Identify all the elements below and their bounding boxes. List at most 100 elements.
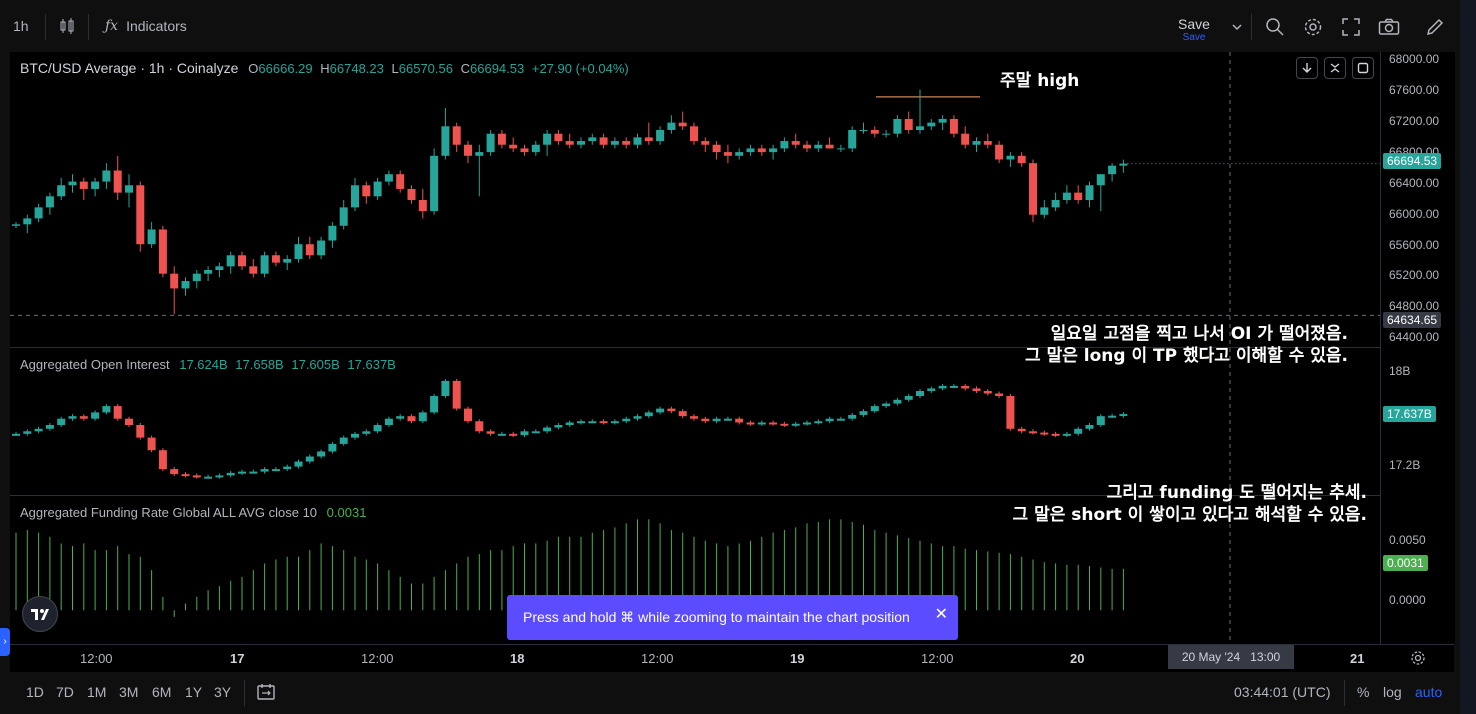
time-tick: 20 (1070, 651, 1085, 666)
candle-body (158, 229, 167, 274)
oi-candle (814, 421, 823, 424)
collapse-pane-button[interactable] (1324, 57, 1346, 79)
quick-search-button[interactable] (1265, 17, 1285, 37)
candle-body (543, 133, 552, 145)
toolbar-divider (88, 14, 89, 40)
indicators-button[interactable]: ƒx Indicators (105, 0, 187, 52)
gear-icon (1304, 18, 1322, 36)
oi-candle (949, 385, 958, 388)
oi-candle (904, 396, 913, 400)
range-button-7d[interactable]: 7D (56, 684, 74, 700)
range-button-3m[interactable]: 3M (119, 684, 139, 700)
oi-candle (543, 427, 552, 432)
axis-settings-button[interactable] (1410, 650, 1426, 669)
candle-body (735, 152, 744, 156)
candle-body (192, 273, 201, 282)
chart-plot[interactable] (10, 52, 1380, 644)
percent-scale-toggle[interactable]: % (1357, 684, 1370, 700)
pane-separator[interactable] (10, 347, 1454, 348)
utc-clock[interactable]: 03:44:01 (UTC) (1234, 684, 1331, 700)
save-button[interactable]: Save Save (1178, 16, 1210, 44)
log-scale-toggle[interactable]: log (1383, 684, 1402, 700)
snapshot-button[interactable] (1378, 17, 1400, 37)
range-button-6m[interactable]: 6M (152, 684, 172, 700)
range-button-1y[interactable]: 1Y (185, 684, 203, 700)
time-tick: 12:00 (80, 651, 113, 666)
pane-separator[interactable] (10, 495, 1454, 496)
date-range-button[interactable] (256, 682, 276, 705)
oi-candle (983, 390, 992, 394)
funding-legend: Aggregated Funding Rate Global ALL AVG c… (20, 505, 366, 520)
gear-icon (1411, 651, 1425, 665)
oi-candle (712, 418, 721, 422)
candle-body (836, 148, 845, 150)
tradingview-icon (31, 609, 49, 620)
open-label: O (248, 61, 259, 76)
candle-body (441, 126, 450, 156)
oi-candle (102, 406, 111, 413)
toolbar-divider (244, 680, 245, 706)
annotation-funding[interactable]: 그리고 funding 도 떨어지는 추세. 그 말은 short 이 쌓이고 … (1013, 482, 1367, 526)
fullscreen-icon (1342, 18, 1360, 36)
oi-candle (45, 425, 54, 429)
oi-candle (1062, 433, 1071, 436)
oi-candle (701, 418, 710, 422)
candle-body (362, 185, 371, 197)
candle-body (701, 141, 710, 145)
oi-candle (746, 422, 755, 425)
annotation-text: 그리고 funding 도 떨어지는 추세. (1106, 483, 1367, 503)
oi-candle (12, 433, 20, 436)
funding-last-tag: 0.0031 (1383, 555, 1428, 571)
oi-candle (610, 421, 619, 424)
tradingview-logo[interactable] (22, 596, 58, 632)
candle-body (848, 130, 857, 149)
oi-candle (633, 416, 642, 419)
oi-candle (384, 418, 393, 425)
time-axis[interactable]: 12:00 17 12:00 18 12:00 19 12:00 20 20 M… (10, 644, 1454, 673)
chart-area[interactable]: BTC/USD Average · 1h · Coinalyze O66666.… (10, 52, 1455, 644)
oi-candle (690, 416, 698, 419)
candle-body (45, 196, 54, 208)
oi-title[interactable]: Aggregated Open Interest (20, 357, 170, 372)
maximize-pane-button[interactable] (1352, 57, 1374, 79)
camera-icon (1378, 18, 1400, 35)
range-button-3y[interactable]: 3Y (214, 684, 232, 700)
price-tick: 65600.00 (1389, 238, 1440, 252)
auto-scale-toggle[interactable]: auto (1415, 684, 1443, 700)
price-scale[interactable]: 68000.00 67600.00 67200.00 66800.00 6640… (1380, 52, 1455, 644)
candle-body (125, 185, 133, 193)
close-icon[interactable]: ✕ (934, 606, 948, 623)
chart-type-button[interactable] (58, 0, 76, 52)
oi-candle (475, 421, 484, 432)
funding-title[interactable]: Aggregated Funding Rate Global ALL AVG c… (20, 505, 318, 520)
range-button-1m[interactable]: 1M (87, 684, 107, 700)
oi-candle (1085, 425, 1094, 429)
oi-candle (136, 425, 145, 438)
oi-candle (825, 418, 834, 422)
oi-candle (769, 422, 778, 425)
candle-body (746, 148, 755, 153)
candle-body (226, 255, 235, 267)
oi-candle (780, 423, 789, 426)
fullscreen-button[interactable] (1341, 17, 1361, 37)
toolbar-expand-handle[interactable]: › (0, 628, 10, 656)
settings-button[interactable] (1303, 17, 1323, 37)
interval-button[interactable]: 1h (13, 0, 29, 52)
save-dropdown-button[interactable] (1230, 17, 1250, 37)
candle-body (113, 170, 122, 193)
candle-body (938, 118, 947, 123)
range-button-1d[interactable]: 1D (26, 684, 44, 700)
candle-body (565, 141, 574, 145)
symbol-title[interactable]: BTC/USD Average · 1h · Coinalyze (20, 60, 239, 76)
close-label: C (460, 61, 470, 76)
drawing-button[interactable] (1425, 17, 1445, 37)
price-tick: 64800.00 (1389, 299, 1440, 313)
oi-candle (204, 476, 213, 479)
candle-body (23, 218, 32, 225)
annotation-weekend-high[interactable]: 주말 high (1000, 70, 1079, 92)
candle-body (147, 229, 156, 245)
oi-candle (23, 431, 32, 434)
annotation-oi[interactable]: 일요일 고점을 찍고 나서 OI 가 떨어졌음. 그 말은 long 이 TP … (1025, 323, 1348, 367)
move-pane-down-button[interactable] (1296, 57, 1318, 79)
chevron-right-icon: › (3, 636, 7, 647)
